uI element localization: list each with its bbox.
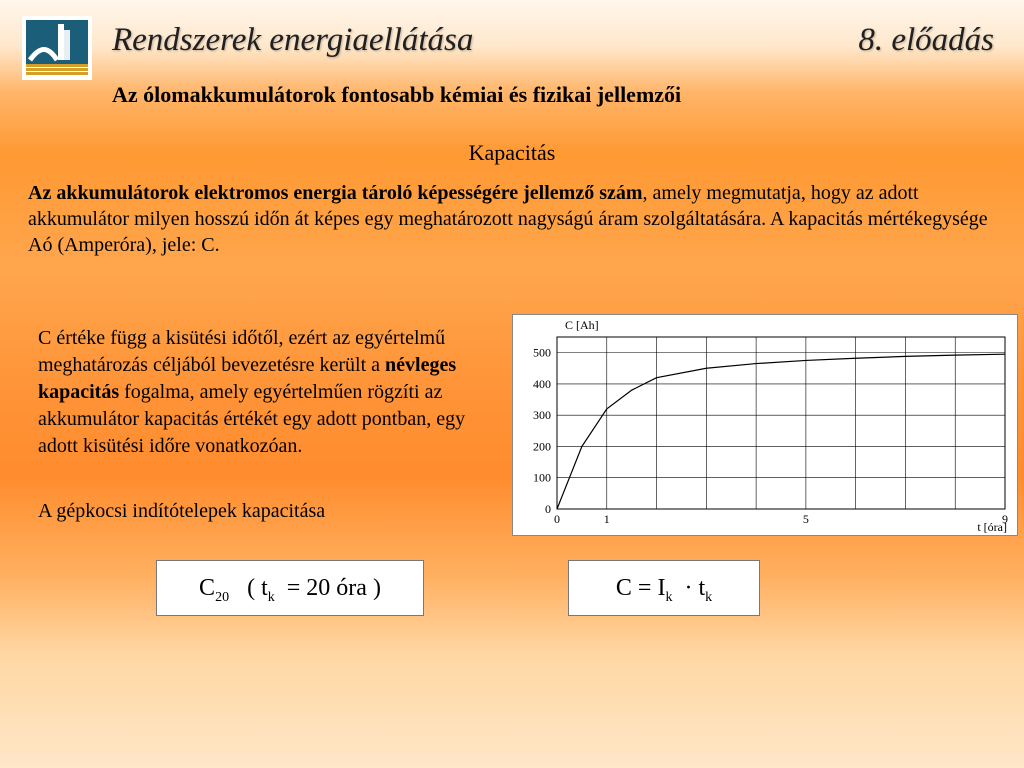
svg-text:200: 200 bbox=[533, 439, 551, 453]
section-title: Kapacitás bbox=[0, 140, 1024, 166]
slide-title: Rendszerek energiaellátása bbox=[112, 22, 473, 59]
svg-text:C [Ah]: C [Ah] bbox=[565, 318, 599, 332]
svg-text:400: 400 bbox=[533, 377, 551, 391]
formula-capacity-box: C = Ik · tk bbox=[568, 560, 760, 616]
svg-text:0: 0 bbox=[545, 502, 551, 516]
svg-text:100: 100 bbox=[533, 471, 551, 485]
formula-capacity: C = Ik · tk bbox=[616, 575, 712, 602]
svg-text:t [óra]: t [óra] bbox=[977, 520, 1007, 534]
svg-text:1: 1 bbox=[604, 512, 610, 526]
paragraph-2: C értéke függ a kisütési időtől, ezért a… bbox=[38, 325, 498, 460]
capacity-chart: 01002003004005000159C [Ah]t [óra] bbox=[512, 314, 1018, 536]
svg-text:300: 300 bbox=[533, 408, 551, 422]
university-logo bbox=[22, 16, 92, 85]
slide-page: Rendszerek energiaellátása 8. előadás Az… bbox=[0, 0, 1024, 768]
paragraph-3: A gépkocsi indítótelepek kapacitása bbox=[38, 500, 325, 523]
svg-text:5: 5 bbox=[803, 512, 809, 526]
svg-text:500: 500 bbox=[533, 346, 551, 360]
lecture-number: 8. előadás bbox=[858, 22, 994, 59]
paragraph-1-bold: Az akkumulátorok elektromos energia táro… bbox=[28, 182, 643, 204]
header-row: Rendszerek energiaellátása 8. előadás bbox=[112, 22, 994, 59]
formula-c20-box: C20 ( tk = 20 óra ) bbox=[156, 560, 424, 616]
subtitle: Az ólomakkumulátorok fontosabb kémiai és… bbox=[112, 82, 681, 108]
paragraph-1: Az akkumulátorok elektromos energia táro… bbox=[28, 180, 996, 258]
formula-c20: C20 ( tk = 20 óra ) bbox=[199, 575, 381, 602]
svg-text:0: 0 bbox=[554, 512, 560, 526]
